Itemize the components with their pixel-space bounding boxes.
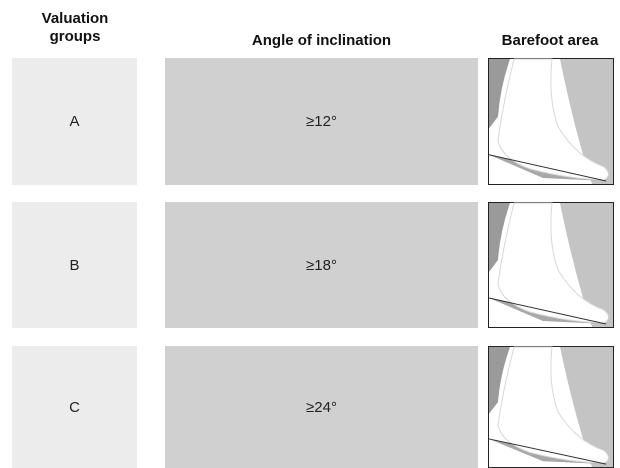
barefoot-cell [488,346,614,468]
shade [489,59,510,129]
angle-cell: ≥12° [165,58,478,185]
shade [560,203,613,327]
slope-line [488,154,607,182]
group-cell: A [12,58,137,185]
slope-line [488,297,607,325]
slope-line [488,438,607,465]
column-header: Angle of inclination [251,32,392,49]
foot [497,58,609,181]
barefoot-cell [488,202,614,328]
foot-illustration [488,346,614,468]
foot-illustration [488,58,614,185]
foot [497,202,609,324]
column-header: Valuation groups [41,10,109,45]
shade [489,346,510,414]
column-header: Barefoot area [501,32,599,49]
foot-illustration [488,202,614,328]
shade [489,203,510,272]
shade [560,59,613,184]
barefoot-cell [488,58,614,185]
angle-cell: ≥18° [165,202,478,328]
angle-cell: ≥24° [165,346,478,468]
foot [497,346,609,464]
group-cell: B [12,202,137,328]
shade [560,346,613,468]
group-cell: C [12,346,137,468]
